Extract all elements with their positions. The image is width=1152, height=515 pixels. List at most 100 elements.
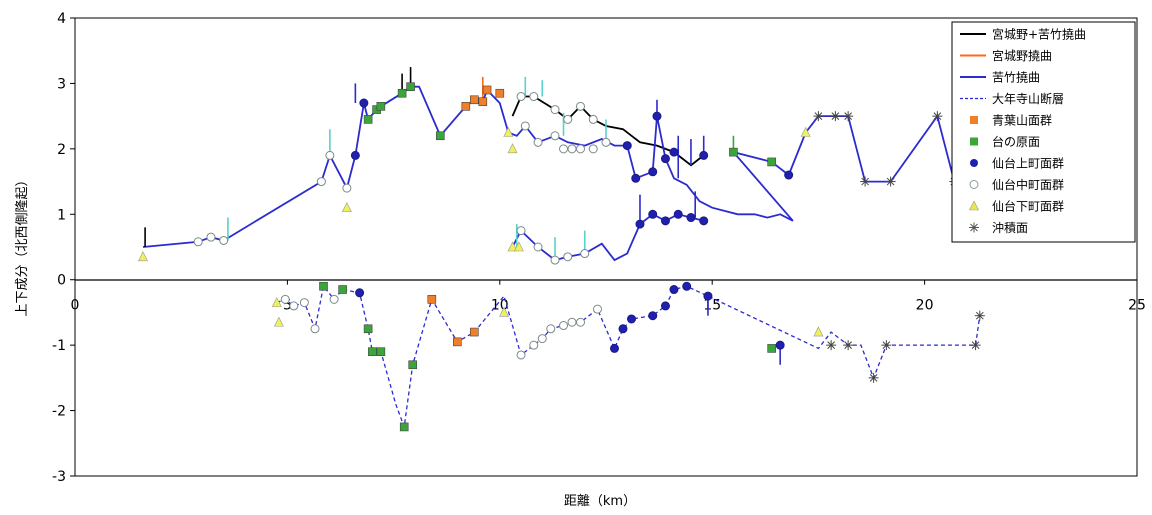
point-circle-blue xyxy=(776,341,784,349)
point-circle-blue xyxy=(700,217,708,225)
point-square-orange xyxy=(428,295,436,303)
point-circle-open xyxy=(568,145,576,153)
point-circle-open xyxy=(194,238,202,246)
point-circle-open xyxy=(517,227,525,235)
legend-label: 沖積面 xyxy=(992,220,1028,235)
point-circle-blue xyxy=(704,292,712,300)
point-square-orange xyxy=(479,98,487,106)
y-tick-label: 0 xyxy=(57,273,66,289)
y-tick-label: 3 xyxy=(57,76,66,92)
point-square-green xyxy=(400,423,408,431)
point-circle-open xyxy=(551,132,559,140)
point-circle-open xyxy=(521,122,529,130)
point-asterisk xyxy=(843,111,853,121)
y-tick-label: -3 xyxy=(52,469,66,485)
point-square-green xyxy=(377,102,385,110)
point-circle-blue xyxy=(649,210,657,218)
point-circle-blue xyxy=(785,171,793,179)
legend-label: 青葉山面群 xyxy=(992,114,1052,128)
y-tick-label: -2 xyxy=(52,404,66,420)
point-circle-blue xyxy=(661,217,669,225)
legend-swatch-open-circle xyxy=(970,181,978,189)
point-asterisk xyxy=(869,373,879,383)
point-circle-blue xyxy=(610,344,618,352)
legend-label: 仙台中町面群 xyxy=(992,177,1064,192)
point-circle-blue xyxy=(649,168,657,176)
point-circle-open xyxy=(281,295,289,303)
point-square-green xyxy=(364,115,372,123)
point-circle-open xyxy=(551,106,559,114)
legend-swatch-circle xyxy=(970,159,978,167)
point-square-green xyxy=(398,89,406,97)
y-tick-label: 4 xyxy=(57,11,66,27)
point-circle-open xyxy=(568,318,576,326)
point-circle-open xyxy=(343,184,351,192)
point-circle-open xyxy=(207,233,215,241)
point-square-green xyxy=(339,286,347,294)
point-circle-blue xyxy=(632,174,640,182)
point-square-green xyxy=(368,348,376,356)
point-circle-open xyxy=(589,115,597,123)
point-square-orange xyxy=(470,96,478,104)
y-axis: -3 -2 -1 0 1 2 3 4 xyxy=(52,11,75,485)
point-circle-blue xyxy=(360,99,368,107)
point-asterisk xyxy=(886,177,896,187)
point-asterisk xyxy=(860,177,870,187)
point-circle-open xyxy=(330,295,338,303)
legend-label: 大年寺山断層 xyxy=(992,91,1064,106)
point-circle-open xyxy=(530,93,538,101)
point-circle-blue xyxy=(627,315,635,323)
point-circle-open xyxy=(602,138,610,146)
point-square-green xyxy=(409,361,417,369)
point-square-orange xyxy=(496,89,504,97)
point-circle-open xyxy=(538,335,546,343)
point-circle-open xyxy=(220,236,228,244)
point-circle-open xyxy=(534,138,542,146)
legend: 宮城野+苦竹撓曲宮城野撓曲苦竹撓曲大年寺山断層青葉山面群台の原面仙台上町面群仙台… xyxy=(952,22,1135,242)
point-circle-open xyxy=(517,351,525,359)
point-asterisk xyxy=(975,311,985,321)
point-asterisk xyxy=(881,340,891,350)
point-circle-open xyxy=(317,178,325,186)
x-axis-title: 距離（km） xyxy=(564,494,636,509)
point-circle-open xyxy=(560,145,568,153)
point-circle-blue xyxy=(670,148,678,156)
legend-label: 仙台下町面群 xyxy=(992,199,1064,214)
point-circle-blue xyxy=(661,155,669,163)
point-asterisk xyxy=(813,111,823,121)
point-circle-blue xyxy=(653,112,661,120)
point-circle-open xyxy=(551,256,559,264)
point-circle-open xyxy=(581,250,589,258)
point-square-green xyxy=(364,325,372,333)
point-asterisk xyxy=(843,340,853,350)
point-circle-blue xyxy=(661,302,669,310)
legend-label: 仙台上町面群 xyxy=(992,156,1064,171)
x-tick-label: 25 xyxy=(1128,298,1146,314)
y-axis-title: 上下成分（北西側隆起） xyxy=(15,173,30,316)
y-tick-label: -1 xyxy=(52,338,66,354)
point-circle-open xyxy=(547,325,555,333)
point-circle-blue xyxy=(649,312,657,320)
point-circle-blue xyxy=(356,289,364,297)
point-square-orange xyxy=(453,338,461,346)
point-circle-open xyxy=(311,325,319,333)
point-circle-blue xyxy=(636,220,644,228)
x-tick-label: 0 xyxy=(71,298,80,314)
legend-swatch-square xyxy=(970,138,978,146)
point-circle-blue xyxy=(670,286,678,294)
point-square-orange xyxy=(470,328,478,336)
point-circle-open xyxy=(534,243,542,251)
point-circle-open xyxy=(564,253,572,261)
point-circle-open xyxy=(577,318,585,326)
point-asterisk xyxy=(971,340,981,350)
y-tick-label: 2 xyxy=(57,142,66,158)
point-square-green xyxy=(407,83,415,91)
point-square-orange xyxy=(483,86,491,94)
point-square-green xyxy=(729,148,737,156)
point-square-green xyxy=(436,132,444,140)
point-circle-open xyxy=(517,93,525,101)
y-tick-label: 1 xyxy=(57,207,66,223)
legend-label: 宮城野+苦竹撓曲 xyxy=(992,27,1086,42)
point-square-green xyxy=(377,348,385,356)
